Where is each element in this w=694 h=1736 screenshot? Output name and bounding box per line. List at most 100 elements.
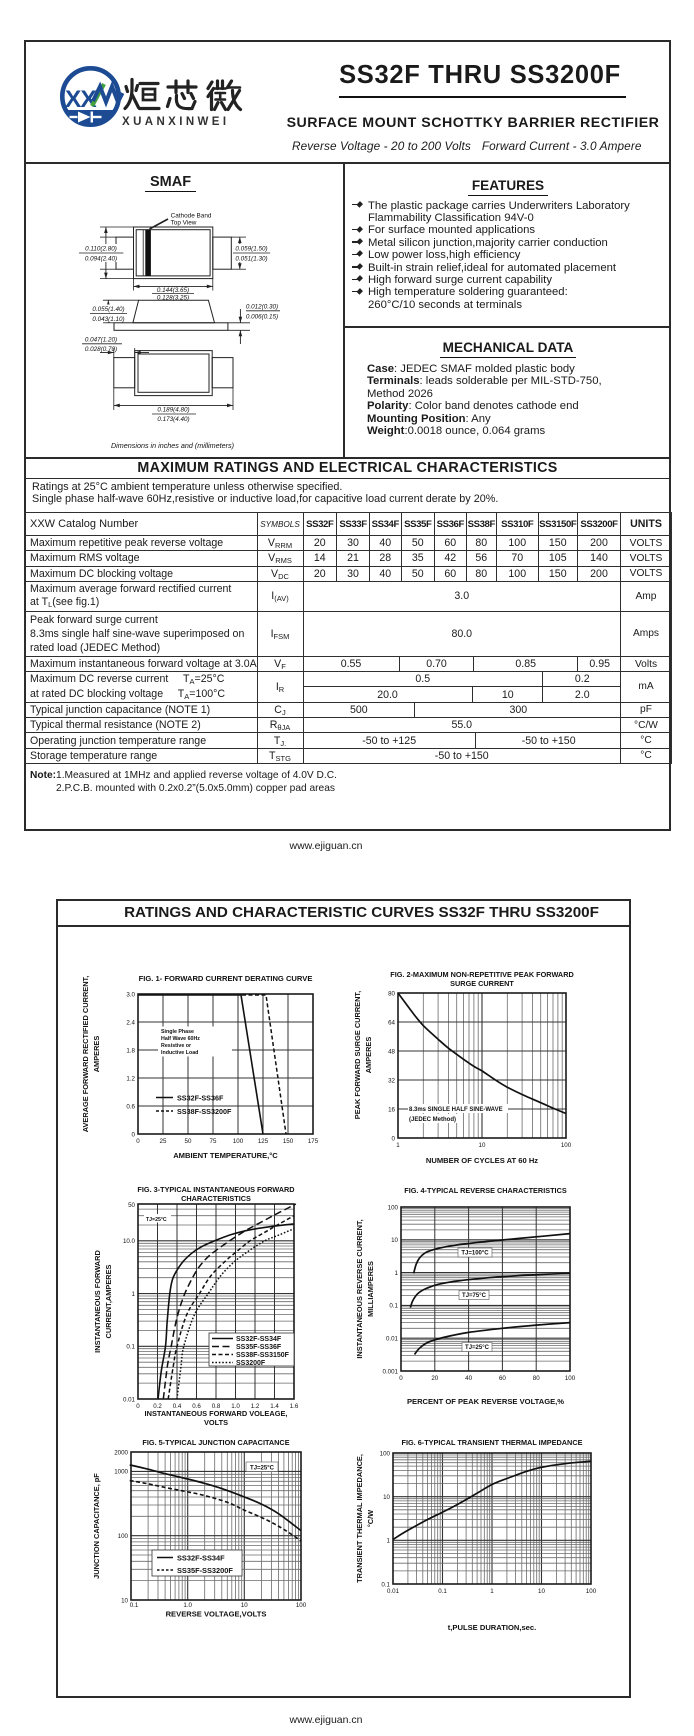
svg-text:100: 100 (233, 1138, 244, 1145)
svg-text:0.055(1.40): 0.055(1.40) (92, 306, 124, 313)
svg-text:FIG. 5-TYPICAL JUNCTION CAPACI: FIG. 5-TYPICAL JUNCTION CAPACITANCE (142, 1438, 289, 1447)
svg-text:AMPERES: AMPERES (92, 1036, 101, 1073)
svg-text:FIG. 6-TYPICAL TRANSIENT THERM: FIG. 6-TYPICAL TRANSIENT THERMAL IMPEDAN… (402, 1438, 583, 1447)
svg-text:REVERSE VOLTAGE,VOLTS: REVERSE VOLTAGE,VOLTS (166, 1610, 267, 1619)
svg-text:Dimensions in inches and (mill: Dimensions in inches and (millimeters) (111, 441, 234, 450)
svg-text:SS32F-SS34F: SS32F-SS34F (177, 1554, 225, 1563)
svg-text:1.8: 1.8 (126, 1047, 135, 1054)
svg-text:100: 100 (118, 1533, 129, 1540)
svg-text:8.3ms SINGLE HALF SINE-WAVE: 8.3ms SINGLE HALF SINE-WAVE (409, 1107, 503, 1113)
svg-text:16: 16 (388, 1106, 395, 1113)
svg-text:TJ=25°C: TJ=25°C (146, 1217, 167, 1223)
svg-text:3.0: 3.0 (126, 991, 135, 998)
svg-text:TRANSIENT THERMAL IMPEDANCE,: TRANSIENT THERMAL IMPEDANCE, (355, 1454, 364, 1583)
svg-text:SS32F-SS36F: SS32F-SS36F (177, 1094, 224, 1103)
svg-text:0.1: 0.1 (381, 1581, 390, 1588)
svg-text:SS3200F: SS3200F (236, 1360, 266, 1367)
svg-text:Half Wave 60Hz: Half Wave 60Hz (161, 1036, 200, 1042)
svg-text:75: 75 (210, 1138, 217, 1145)
svg-text:AVERAGE FORWARD RECTIFIED CURR: AVERAGE FORWARD RECTIFIED CURRENT, (81, 976, 90, 1133)
svg-text:1: 1 (490, 1588, 494, 1595)
svg-text:0.059(1.50): 0.059(1.50) (235, 246, 267, 253)
svg-text:0.1: 0.1 (438, 1588, 447, 1595)
svg-text:TJ=75°C: TJ=75°C (462, 1293, 487, 1299)
svg-text:10: 10 (121, 1597, 128, 1604)
svg-text:60: 60 (499, 1375, 506, 1382)
svg-text:10.0: 10.0 (123, 1238, 136, 1245)
svg-text:TJ=25°C: TJ=25°C (250, 1466, 275, 1472)
svg-text:0: 0 (136, 1403, 140, 1410)
svg-text:20: 20 (431, 1375, 438, 1382)
svg-text:0.043(1.10): 0.043(1.10) (92, 316, 124, 323)
svg-text:0.6: 0.6 (192, 1403, 201, 1410)
svg-text:FIG. 1- FORWARD CURRENT DERATI: FIG. 1- FORWARD CURRENT DERATING CURVE (139, 974, 313, 983)
svg-text:0.4: 0.4 (173, 1403, 182, 1410)
svg-text:t,PULSE DURATION,sec.: t,PULSE DURATION,sec. (448, 1623, 536, 1632)
svg-text:Inductive Load: Inductive Load (161, 1050, 198, 1056)
svg-text:VOLTS: VOLTS (204, 1418, 228, 1427)
svg-text:1: 1 (395, 1270, 399, 1277)
svg-text:0.1: 0.1 (126, 1344, 135, 1351)
svg-text:FIG. 4-TYPICAL REVERSE CHARACT: FIG. 4-TYPICAL REVERSE CHARACTERISTICS (404, 1186, 567, 1195)
svg-text:1000: 1000 (114, 1469, 128, 1476)
svg-text:10: 10 (383, 1494, 390, 1501)
svg-text:64: 64 (388, 1019, 395, 1026)
svg-text:1.2: 1.2 (126, 1075, 135, 1082)
svg-text:10: 10 (538, 1588, 545, 1595)
svg-text:0.01: 0.01 (386, 1336, 399, 1343)
svg-text:SURGE CURRENT: SURGE CURRENT (450, 979, 514, 988)
svg-text:40: 40 (465, 1375, 472, 1382)
svg-text:100: 100 (565, 1375, 576, 1382)
svg-text:0.128(3.25): 0.128(3.25) (157, 294, 189, 301)
svg-text:150: 150 (283, 1138, 294, 1145)
svg-text:175: 175 (308, 1138, 319, 1145)
svg-text:0.012(0.30): 0.012(0.30) (246, 304, 278, 311)
svg-text:FIG. 3-TYPICAL INSTANTANEOUS F: FIG. 3-TYPICAL INSTANTANEOUS FORWARD (137, 1185, 294, 1194)
svg-text:1: 1 (387, 1538, 391, 1545)
svg-text:TJ=25°C: TJ=25°C (465, 1345, 490, 1351)
svg-text:0.173(4.40): 0.173(4.40) (157, 416, 189, 423)
svg-text:0.1: 0.1 (389, 1303, 398, 1310)
svg-text:50: 50 (185, 1138, 192, 1145)
svg-text:0.01: 0.01 (387, 1588, 400, 1595)
svg-text:2.4: 2.4 (126, 1019, 135, 1026)
svg-text:CURRENT,AMPERES: CURRENT,AMPERES (104, 1264, 113, 1338)
svg-text:SS35F-SS36F: SS35F-SS36F (236, 1344, 282, 1351)
svg-text:SS35F-SS3200F: SS35F-SS3200F (177, 1566, 233, 1575)
svg-text:0.110(2.80): 0.110(2.80) (85, 246, 117, 253)
svg-text:SS38F-SS3200F: SS38F-SS3200F (177, 1107, 232, 1116)
svg-text:80: 80 (533, 1375, 540, 1382)
svg-text:0.1: 0.1 (130, 1602, 139, 1609)
svg-text:TJ=100°C: TJ=100°C (461, 1251, 489, 1257)
svg-text:0: 0 (392, 1135, 396, 1142)
svg-text:0.047(1.20): 0.047(1.20) (85, 337, 117, 344)
svg-text:AMPERES: AMPERES (364, 1037, 373, 1074)
svg-text:48: 48 (388, 1048, 395, 1055)
svg-text:PERCENT OF PEAK REVERSE VOLTAG: PERCENT OF PEAK REVERSE VOLTAGE,% (407, 1397, 564, 1406)
svg-text:10: 10 (391, 1237, 398, 1244)
svg-text:100: 100 (388, 1204, 399, 1211)
svg-text:0: 0 (132, 1131, 136, 1138)
svg-text:80: 80 (388, 990, 395, 997)
svg-text:32: 32 (388, 1077, 395, 1084)
svg-text:100: 100 (380, 1450, 391, 1457)
svg-text:SS32F-SS34F: SS32F-SS34F (236, 1336, 282, 1343)
svg-text:50: 50 (128, 1202, 135, 1209)
svg-text:100: 100 (561, 1142, 572, 1149)
svg-text:0.028(0.70): 0.028(0.70) (85, 346, 117, 353)
svg-text:0.006(0.15): 0.006(0.15) (246, 314, 278, 321)
svg-text:INSTANTANEOUS REVERSE CURRENT,: INSTANTANEOUS REVERSE CURRENT, (355, 1219, 364, 1358)
svg-text:FIG. 2-MAXIMUM NON-REPETITIVE: FIG. 2-MAXIMUM NON-REPETITIVE PEAK FORWA… (390, 970, 574, 979)
svg-text:0.001: 0.001 (383, 1368, 399, 1375)
svg-text:0.01: 0.01 (123, 1396, 136, 1403)
svg-text:Top View: Top View (171, 220, 197, 227)
svg-text:JUNCTION CAPACITANCE, pF: JUNCTION CAPACITANCE, pF (92, 1473, 101, 1579)
svg-text:Single Phase: Single Phase (161, 1029, 194, 1035)
svg-text:0.2: 0.2 (153, 1403, 162, 1410)
svg-text:1.2: 1.2 (251, 1403, 260, 1410)
svg-text:CHARACTERISTICS: CHARACTERISTICS (181, 1194, 251, 1203)
svg-text:INSTANTANEOUS FORWARD: INSTANTANEOUS FORWARD (93, 1250, 102, 1353)
svg-text:10: 10 (241, 1602, 248, 1609)
svg-text:NUMBER OF CYCLES AT 60 Hz: NUMBER OF CYCLES AT 60 Hz (426, 1156, 538, 1165)
svg-text:10: 10 (479, 1142, 486, 1149)
